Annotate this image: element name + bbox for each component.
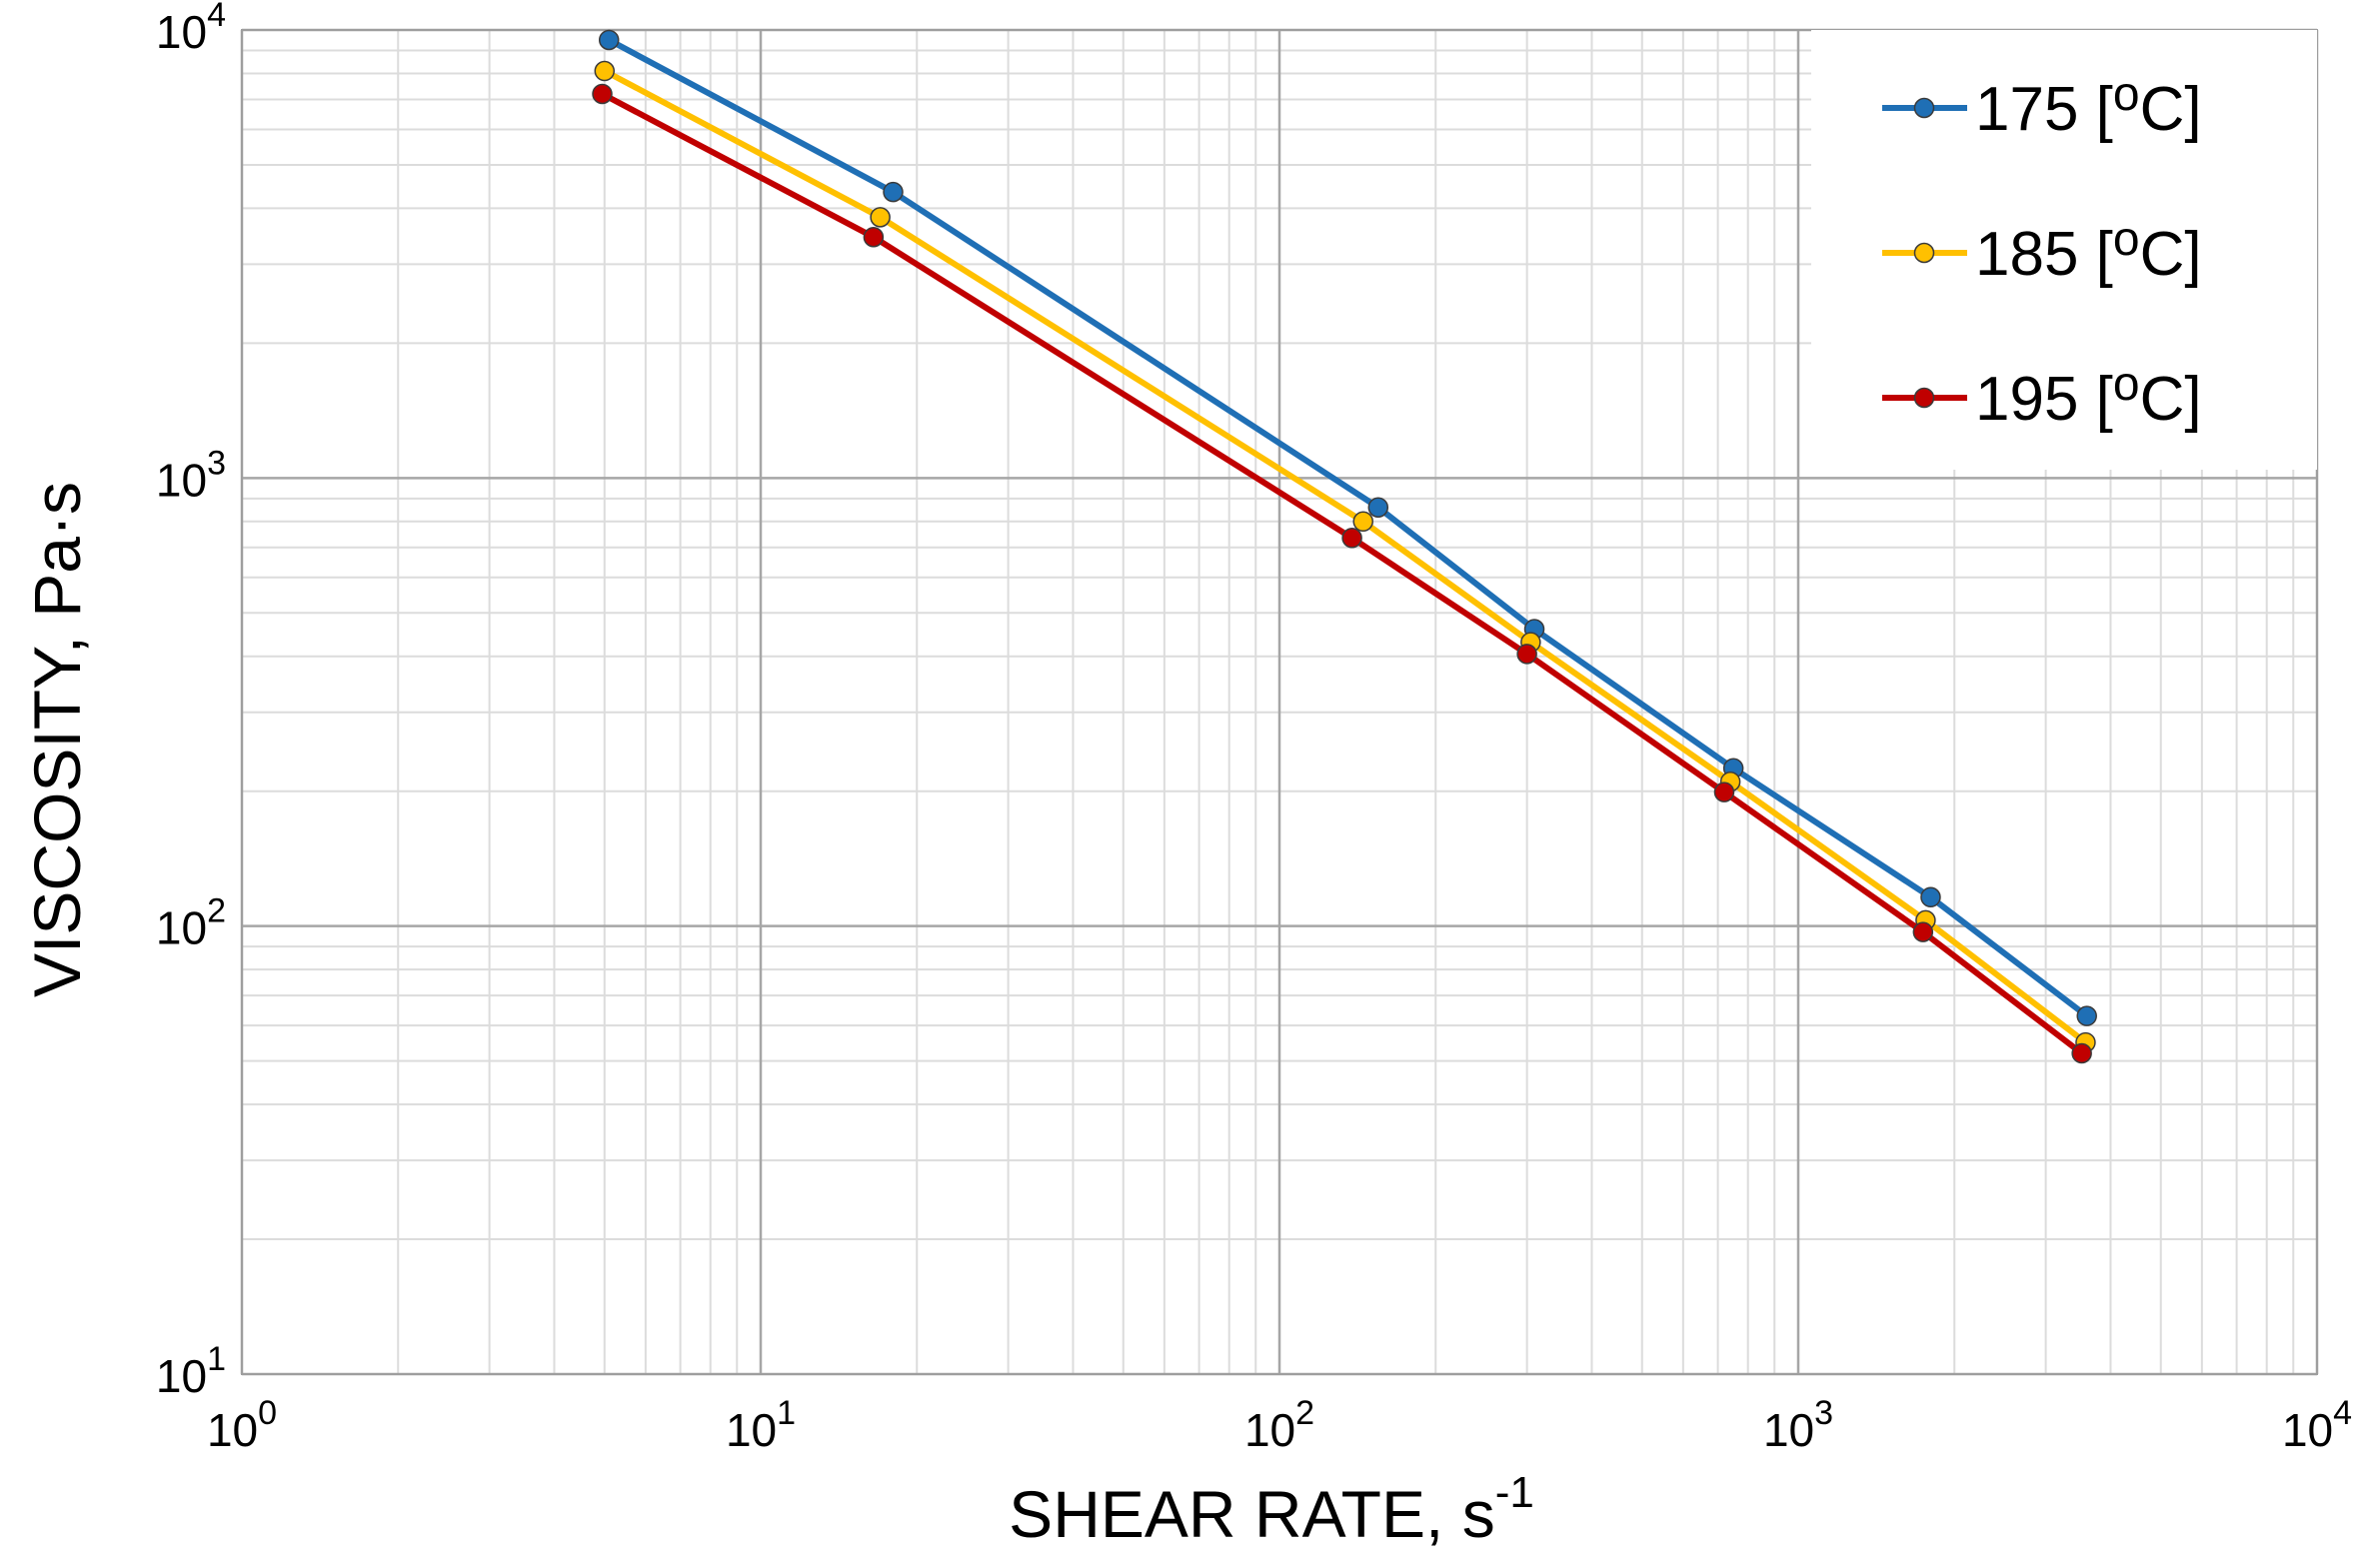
legend-label: 175 [oC] [1975, 68, 2202, 144]
data-point [863, 226, 885, 248]
series-195 [592, 83, 2092, 1064]
legend-label-degree: o [2113, 68, 2140, 121]
data-point [2071, 1042, 2092, 1064]
x-axis-title-text: SHEAR RATE, s [1009, 1477, 1495, 1551]
y-tick-label: 102 [156, 892, 226, 954]
x-tick-exponent: 1 [777, 1394, 796, 1432]
legend: 175 [oC]185 [oC]195 [oC] [1811, 30, 2317, 470]
x-tick-label: 100 [207, 1394, 277, 1456]
legend-item: 195 [oC] [1882, 358, 2202, 434]
legend-label-bracket-close: C] [2140, 220, 2202, 289]
legend-label-bracket-close: C] [2140, 75, 2202, 144]
y-tick-exponent: 1 [207, 1340, 226, 1378]
x-tick-base: 10 [726, 1404, 777, 1456]
data-point [883, 181, 904, 203]
x-tick-base: 10 [1763, 1404, 1814, 1456]
series-175 [598, 29, 2097, 1026]
legend-label-value: 195 [1975, 365, 2096, 434]
legend-label: 195 [oC] [1975, 358, 2202, 434]
x-tick-label: 102 [1244, 1394, 1314, 1456]
data-point [1713, 782, 1735, 802]
series-layer [592, 29, 2097, 1064]
legend-label-bracket-open: [ [2096, 220, 2113, 289]
y-tick-exponent: 3 [207, 444, 226, 482]
y-tick-exponent: 4 [207, 0, 226, 34]
legend-label-value: 185 [1975, 220, 2096, 289]
x-tick-base: 10 [1244, 1404, 1295, 1456]
data-point [1341, 528, 1362, 549]
legend-swatch-marker [1913, 242, 1935, 264]
legend-label-bracket-close: C] [2140, 365, 2202, 434]
y-tick-label: 103 [156, 444, 226, 506]
x-tick-label: 104 [2282, 1394, 2352, 1456]
plot-area-frame [241, 29, 2318, 1375]
y-tick-base: 10 [156, 1350, 207, 1402]
legend-label: 185 [oC] [1975, 213, 2202, 289]
data-point [2076, 1005, 2097, 1026]
y-tick-exponent: 2 [207, 892, 226, 930]
data-point [592, 83, 613, 105]
data-point [1367, 497, 1389, 518]
x-tick-exponent: 4 [2333, 1394, 2352, 1432]
y-tick-label: 101 [156, 1340, 226, 1402]
x-tick-exponent: 3 [1814, 1394, 1833, 1432]
y-axis-title: VISCOSITY, Pa·s [20, 482, 94, 997]
legend-swatch-marker [1913, 387, 1935, 409]
y-tick-label: 104 [156, 0, 226, 58]
x-tick-base: 10 [2282, 1404, 2333, 1456]
x-tick-base: 10 [207, 1404, 258, 1456]
data-point [1920, 886, 1941, 908]
data-point [870, 207, 891, 228]
y-tick-base: 10 [156, 454, 207, 506]
data-point [1516, 644, 1537, 665]
data-point [598, 29, 620, 51]
y-tick-base: 10 [156, 6, 207, 58]
legend-label-value: 175 [1975, 75, 2096, 144]
x-tick-label: 103 [1763, 1394, 1833, 1456]
x-tick-label: 101 [726, 1394, 796, 1456]
x-axis-tick-labels: 100 101 102 103 104 [207, 1394, 2352, 1456]
x-axis-title-superscript: -1 [1495, 1468, 1534, 1517]
y-tick-base: 10 [156, 902, 207, 954]
legend-label-bracket-open: [ [2096, 365, 2113, 434]
x-tick-exponent: 0 [258, 1394, 277, 1432]
legend-label-bracket-open: [ [2096, 75, 2113, 144]
x-tick-exponent: 2 [1295, 1394, 1314, 1432]
data-point [594, 60, 616, 82]
legend-label-degree: o [2113, 358, 2140, 411]
legend-item: 175 [oC] [1882, 68, 2202, 144]
series-185 [594, 60, 2096, 1053]
x-axis-title: SHEAR RATE, s-1 [1009, 1468, 1534, 1551]
legend-item: 185 [oC] [1882, 213, 2202, 289]
data-point [1912, 921, 1934, 942]
legend-swatch-marker [1913, 97, 1935, 119]
data-point [1352, 511, 1373, 533]
legend-label-degree: o [2113, 213, 2140, 266]
